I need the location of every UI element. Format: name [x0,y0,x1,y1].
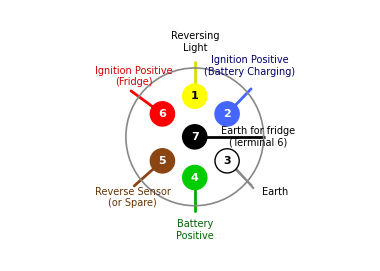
Text: Earth: Earth [261,187,288,197]
Circle shape [215,102,239,126]
Text: Earth for fridge
(Terminal 6): Earth for fridge (Terminal 6) [221,126,295,148]
Text: 3: 3 [223,156,231,166]
Text: 7: 7 [191,132,199,142]
Text: 1: 1 [191,91,199,101]
Circle shape [183,84,207,108]
Circle shape [183,165,207,190]
Circle shape [150,102,174,126]
Text: Ignition Positive
(Fridge): Ignition Positive (Fridge) [95,66,172,87]
Circle shape [183,125,207,149]
Text: Ignition Positive
(Battery Charging): Ignition Positive (Battery Charging) [204,55,295,77]
Circle shape [150,149,174,173]
Circle shape [215,149,239,173]
Text: 5: 5 [158,156,166,166]
Text: Reversing
Light: Reversing Light [171,31,219,53]
Text: 4: 4 [191,173,199,183]
Text: 6: 6 [158,109,166,119]
Text: 2: 2 [223,109,231,119]
Text: Reverse Sensor
(or Spare): Reverse Sensor (or Spare) [95,186,171,208]
Text: Battery
Positive: Battery Positive [176,219,214,241]
